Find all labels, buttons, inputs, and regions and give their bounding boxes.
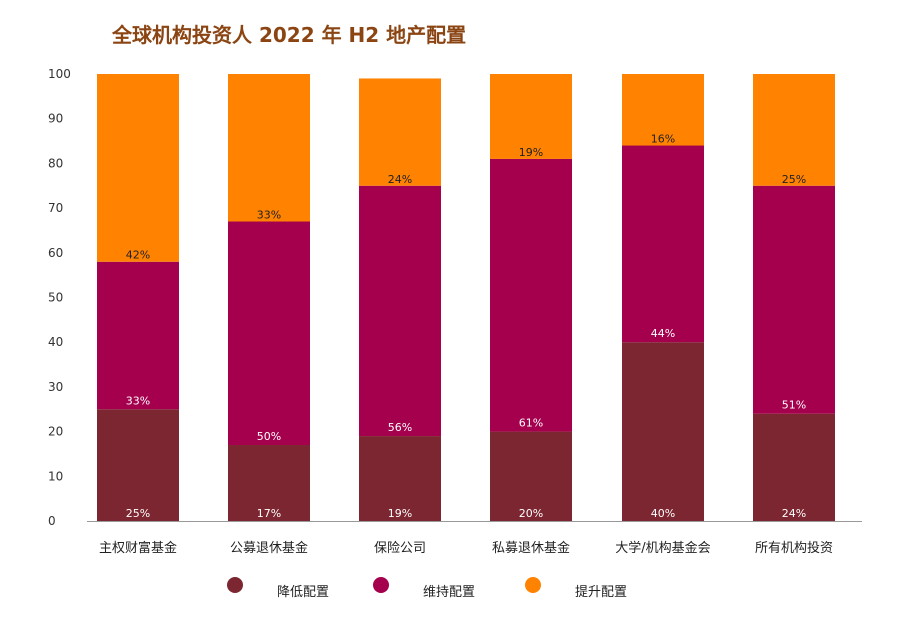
data-label: 42% — [126, 249, 150, 262]
x-tick-label: 大学/机构基金会 — [615, 540, 710, 556]
y-tick-label: 100 — [48, 67, 71, 81]
y-tick-label: 20 — [48, 425, 63, 439]
bar-segment — [97, 74, 179, 262]
data-label: 56% — [388, 421, 412, 434]
bar-segment — [753, 74, 835, 186]
bar-segment — [622, 342, 704, 521]
data-label: 44% — [651, 327, 675, 340]
x-tick-label: 主权财富基金 — [99, 540, 177, 556]
bar-segment — [359, 436, 441, 521]
data-label: 20% — [519, 507, 543, 520]
data-labels: 25% 33% 42% 17% 50% 33% 19% 56% 24% 20% 61% 19% 40% 4… — [126, 133, 806, 520]
bar-segment — [622, 74, 704, 146]
legend-label: 降低配置 — [277, 585, 329, 600]
data-label: 50% — [257, 430, 281, 443]
data-label: 33% — [257, 209, 281, 222]
y-tick-label: 0 — [48, 514, 56, 528]
y-tick-label: 10 — [48, 469, 63, 483]
bar-segment — [228, 221, 310, 446]
bar-segment — [228, 445, 310, 521]
y-tick-label: 70 — [48, 201, 63, 215]
data-label: 19% — [388, 507, 412, 520]
legend-label: 提升配置 — [575, 584, 627, 600]
legend-marker — [525, 577, 541, 593]
bar-segment — [753, 185, 835, 414]
legend-label: 维持配置 — [423, 585, 475, 600]
data-label: 61% — [519, 417, 543, 430]
x-tick-label: 保险公司 — [374, 541, 426, 556]
y-tick-label: 50 — [48, 291, 63, 305]
bar-segment — [97, 409, 179, 521]
bar-segment — [228, 74, 310, 222]
data-label: 19% — [519, 146, 543, 159]
bar-segment — [490, 158, 572, 432]
y-axis: 0 10 20 30 40 50 60 70 80 90 100 — [48, 67, 71, 528]
bar-segment — [97, 261, 179, 410]
bar-segment — [490, 431, 572, 521]
x-tick-label: 私募退休基金 — [492, 540, 570, 556]
x-axis: 主权财富基金 公募退休基金 保险公司 私募退休基金 大学/机构基金会 所有机构投资 — [99, 540, 833, 556]
data-label: 25% — [782, 173, 806, 186]
legend: 降低配置 维持配置 提升配置 — [227, 577, 627, 600]
data-label: 33% — [126, 394, 150, 407]
y-tick-label: 40 — [48, 335, 63, 349]
y-tick-label: 60 — [48, 246, 63, 260]
bar-segment — [753, 413, 835, 521]
data-label: 24% — [388, 173, 412, 186]
x-tick-label: 所有机构投资 — [755, 540, 833, 556]
data-label: 25% — [126, 507, 150, 520]
y-tick-label: 80 — [48, 156, 63, 170]
y-tick-label: 90 — [48, 112, 63, 126]
bars — [97, 74, 835, 521]
data-label: 40% — [651, 507, 675, 520]
bar-segment — [359, 78, 441, 186]
bar-segment — [359, 185, 441, 437]
bar-segment — [490, 74, 572, 159]
legend-marker — [227, 577, 243, 593]
legend-marker — [373, 577, 389, 593]
data-label: 16% — [651, 133, 675, 146]
data-label: 17% — [257, 507, 281, 520]
x-tick-label: 公募退休基金 — [230, 540, 308, 556]
chart-title: 全球机构投资人 2022 年 H2 地产配置 — [111, 23, 466, 47]
data-label: 24% — [782, 507, 806, 520]
bar-segment — [622, 145, 704, 343]
data-label: 51% — [782, 399, 806, 412]
y-tick-label: 30 — [48, 380, 63, 394]
